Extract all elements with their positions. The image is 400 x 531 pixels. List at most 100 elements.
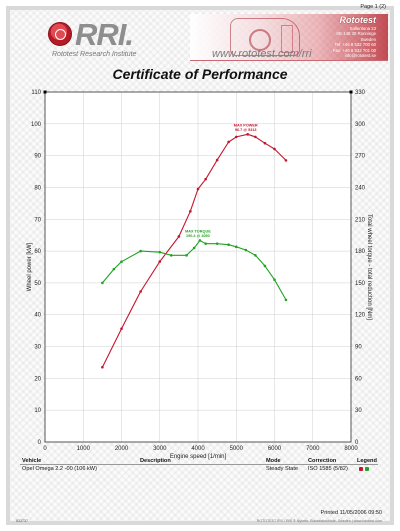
corner-marker	[43, 90, 47, 94]
address-line: SE-148 30 Ronninge	[336, 31, 376, 37]
x-tick-label: 3000	[153, 446, 167, 452]
footer-copyright: ROTOTEST IPS / RRI ® Nyhets: Rototestins…	[256, 519, 382, 523]
y-right-tick-label: 240	[355, 185, 366, 191]
torque-data-point	[263, 264, 267, 268]
y-left-tick-label: 60	[34, 249, 41, 255]
torque-data-point	[227, 243, 230, 247]
torque-data-point	[158, 250, 162, 254]
torque-max-label: MAX TORQUE	[185, 229, 211, 233]
y-left-tick-label: 50	[34, 281, 41, 287]
y-left-tick-label: 80	[34, 185, 41, 191]
address-line: Tel: +46 8 532 700 60	[334, 42, 376, 48]
torque-data-point	[139, 249, 142, 253]
y-left-tick-label: 100	[31, 122, 42, 128]
power-series-line	[101, 133, 287, 368]
power-data-point	[101, 365, 104, 369]
address-line: Sweden	[360, 36, 376, 42]
power-data-point	[254, 135, 257, 139]
x-tick-label: 6000	[268, 446, 282, 452]
power-data-point	[246, 133, 250, 136]
header-legend: Legend	[357, 458, 377, 464]
footer-document-id: 833737	[16, 519, 28, 523]
y-left-tick-label: 30	[34, 345, 41, 351]
torque-data-point	[185, 254, 188, 257]
y-right-tick-label: 60	[355, 376, 362, 382]
torque-data-point	[112, 267, 116, 271]
power-data-point	[139, 290, 142, 293]
torque-series-line	[101, 239, 287, 301]
page-number: Page 1 (2)	[360, 4, 386, 10]
torque-data-point	[254, 254, 257, 257]
y-left-axis-title: Wheel power [kW]	[27, 242, 33, 291]
y-right-tick-label: 90	[355, 345, 362, 351]
header-vehicle: Vehicle	[22, 458, 42, 464]
y-right-tick-label: 300	[355, 122, 366, 128]
header-banner-image: Rototest Sollentuna 23 SE-148 30 Ronning…	[190, 14, 388, 61]
x-axis-title: Engine speed [1/min]	[170, 454, 227, 460]
correction-standard: ISO 1585 (5/82)	[308, 466, 348, 472]
address-block: Sollentuna 23 SE-148 30 Ronninge Sweden …	[333, 26, 376, 58]
test-mode: Steady State	[266, 466, 299, 472]
y-right-tick-label: 210	[355, 217, 366, 223]
rri-logo-subtitle: Rototest Research Institute	[52, 51, 137, 58]
address-line: info@rototest.se	[344, 53, 376, 59]
y-left-tick-label: 10	[34, 408, 41, 414]
vehicle-info-table: Vehicle Description Mode Correction Lege…	[20, 457, 378, 473]
y-right-axis-title: Total wheel torque - total reduction [Nm…	[366, 214, 372, 320]
header-description: Description	[140, 458, 171, 464]
website-link[interactable]: www.rototest.com/rri	[212, 48, 312, 60]
legend-torque-swatch-icon	[365, 466, 369, 471]
power-data-point	[227, 140, 230, 144]
power-data-point	[204, 177, 207, 181]
power-data-point	[273, 147, 276, 151]
x-tick-label: 7000	[306, 446, 320, 452]
x-tick-label: 1000	[77, 446, 91, 452]
torque-data-point	[215, 242, 219, 245]
power-data-point	[158, 260, 162, 263]
y-right-tick-label: 120	[355, 313, 366, 319]
y-right-tick-label: 270	[355, 154, 366, 160]
power-data-point	[177, 235, 181, 238]
y-right-tick-label: 330	[355, 90, 366, 96]
torque-data-point	[192, 246, 196, 250]
y-left-tick-label: 20	[34, 376, 41, 382]
y-right-tick-label: 150	[355, 281, 366, 287]
x-tick-label: 5000	[230, 446, 244, 452]
header-correction: Correction	[308, 458, 337, 464]
torque-data-point	[120, 260, 123, 263]
brand-name: Rototest	[339, 15, 377, 25]
table-row: Opel Omega 2.2 -00 (106 kW) Steady State…	[20, 465, 378, 473]
power-data-point	[189, 210, 192, 213]
x-tick-label: 2000	[115, 446, 129, 452]
plot-border	[44, 91, 352, 443]
y-right-tick-label: 180	[355, 249, 366, 255]
certificate-title: Certificate of Performance	[112, 66, 288, 82]
y-left-tick-label: 90	[34, 154, 41, 160]
address-line: Sollentuna 23	[349, 26, 376, 31]
power-max-label: MAX POWER	[234, 123, 258, 127]
y-right-tick-label: 0	[355, 440, 359, 446]
torque-data-point	[234, 245, 238, 249]
table-header-row: Vehicle Description Mode Correction Lege…	[20, 457, 378, 465]
x-tick-label: 0	[43, 446, 47, 452]
address-line: Fax: +46 8 532 701 00	[332, 47, 376, 53]
certificate-header: RRI. Rototest Research Institute Rototes…	[12, 14, 388, 66]
torque-data-point	[169, 254, 173, 257]
rototest-badge-icon	[48, 22, 72, 46]
power-data-point	[120, 327, 123, 331]
torque-data-point	[204, 242, 207, 245]
rri-logo-text: RRI.	[75, 17, 134, 52]
power-data-point	[234, 135, 238, 139]
torque-data-point	[101, 281, 104, 285]
y-left-tick-label: 70	[34, 217, 41, 223]
torque-data-point	[273, 278, 276, 282]
vehicle-name: Opel Omega 2.2 -00 (106 kW)	[22, 466, 97, 472]
y-right-tick-label: 30	[355, 408, 362, 414]
y-left-tick-label: 40	[34, 313, 41, 319]
torque-max-value: 190.4 @ 4050	[186, 234, 210, 238]
legend-power-swatch-icon	[359, 466, 363, 471]
power-max-value: 96.7 @ 5313	[235, 128, 257, 132]
torque-data-point	[244, 248, 248, 252]
